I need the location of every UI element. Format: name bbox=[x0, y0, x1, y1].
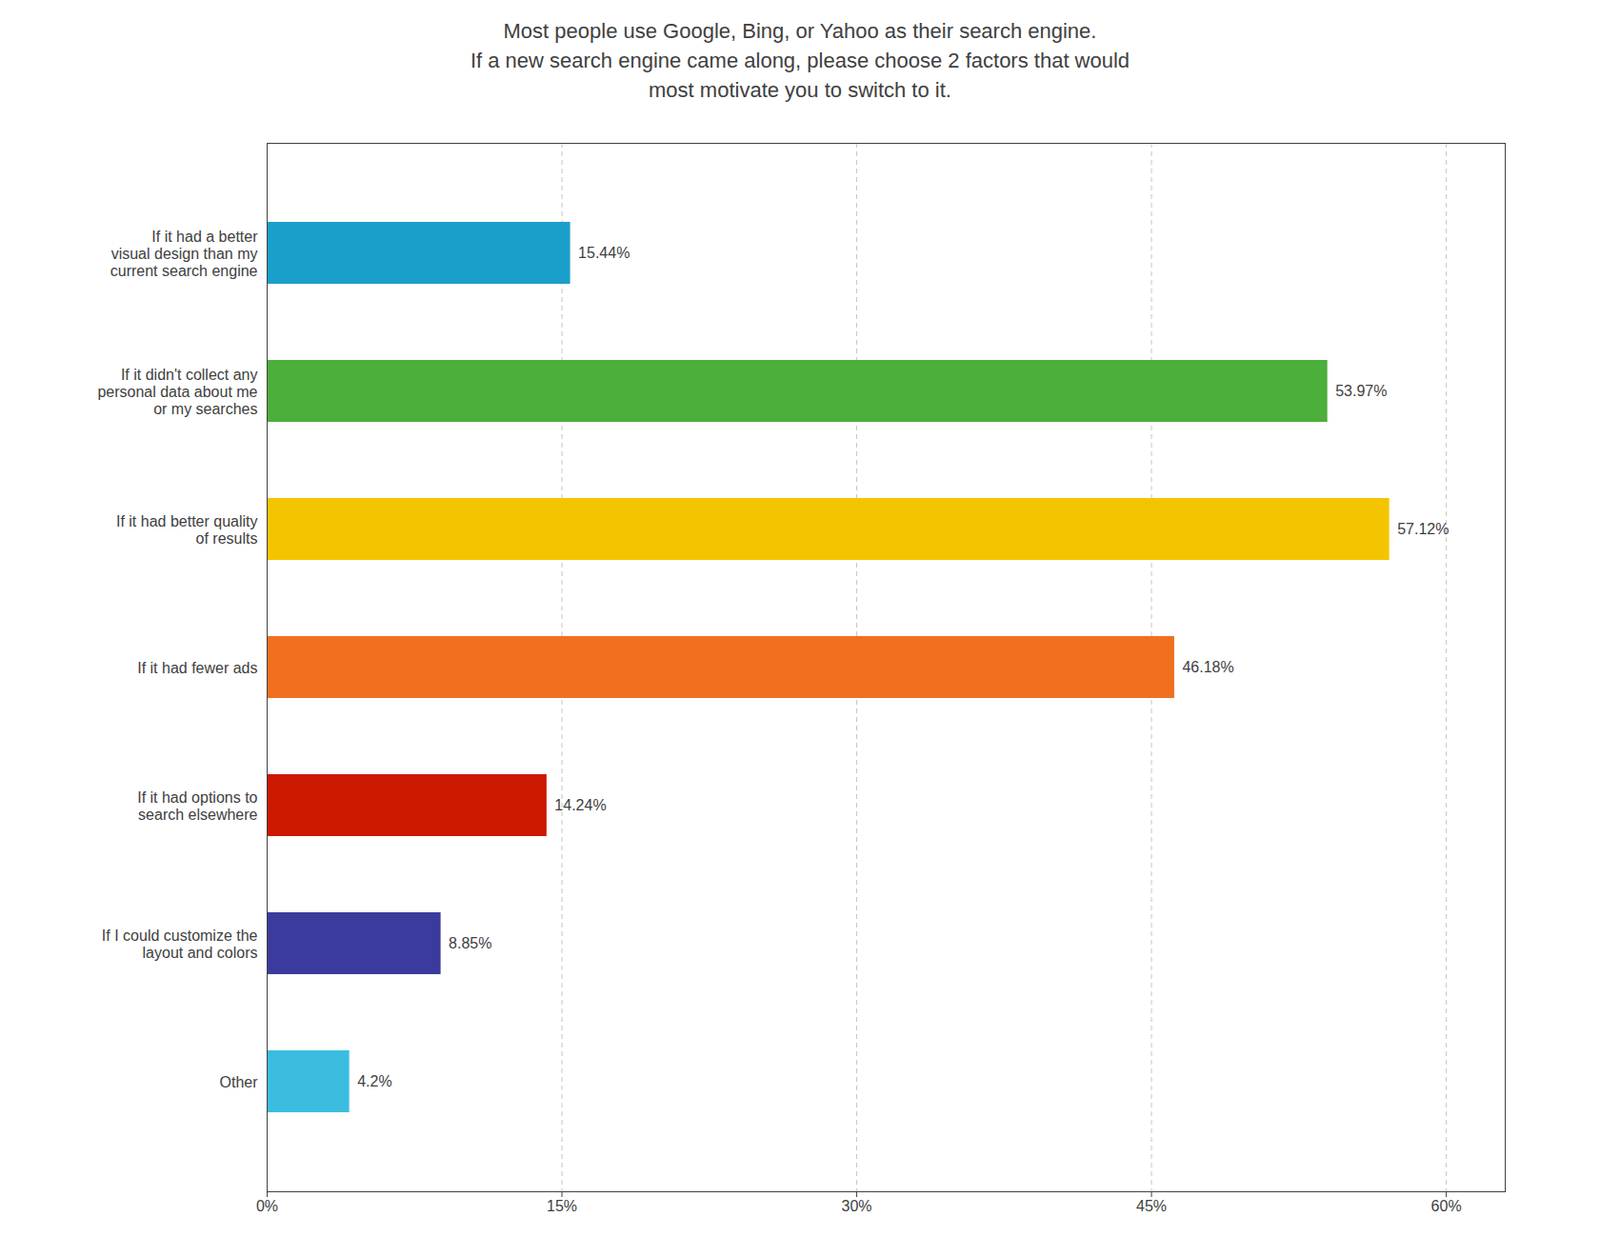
svg-text:4.2%: 4.2% bbox=[357, 1074, 392, 1091]
svg-text:45%: 45% bbox=[1136, 1198, 1167, 1215]
svg-text:8.85%: 8.85% bbox=[448, 936, 492, 953]
svg-text:14.24%: 14.24% bbox=[554, 798, 606, 815]
svg-text:If it had better qualityof res: If it had better qualityof results bbox=[116, 513, 259, 547]
svg-text:46.18%: 46.18% bbox=[1181, 660, 1234, 677]
svg-text:If it didn't collect anyperson: If it didn't collect anypersonal data ab… bbox=[97, 366, 258, 419]
svg-text:60%: 60% bbox=[1431, 1198, 1462, 1215]
svg-text:15%: 15% bbox=[546, 1198, 578, 1215]
svg-text:If it had a bettervisual desig: If it had a bettervisual design than myc… bbox=[110, 228, 259, 280]
svg-text:If I could customize thelayout: If I could customize thelayout and color… bbox=[101, 927, 259, 961]
html-text:Most people use Google, Bing,: Most people use Google, Bing, or Yahoo a… bbox=[470, 19, 1130, 102]
svg-text:57.12%: 57.12% bbox=[1397, 521, 1449, 539]
svg-text:Other: Other bbox=[219, 1074, 259, 1091]
svg-text:53.97%: 53.97% bbox=[1335, 383, 1387, 400]
svg-text:30%: 30% bbox=[841, 1198, 873, 1215]
svg-text:If it had fewer ads: If it had fewer ads bbox=[137, 660, 258, 677]
svg-text:15.44%: 15.44% bbox=[578, 245, 630, 262]
svg-text:0%: 0% bbox=[256, 1198, 279, 1215]
svg-text:If it had options tosearch els: If it had options tosearch elsewhere bbox=[137, 789, 258, 823]
